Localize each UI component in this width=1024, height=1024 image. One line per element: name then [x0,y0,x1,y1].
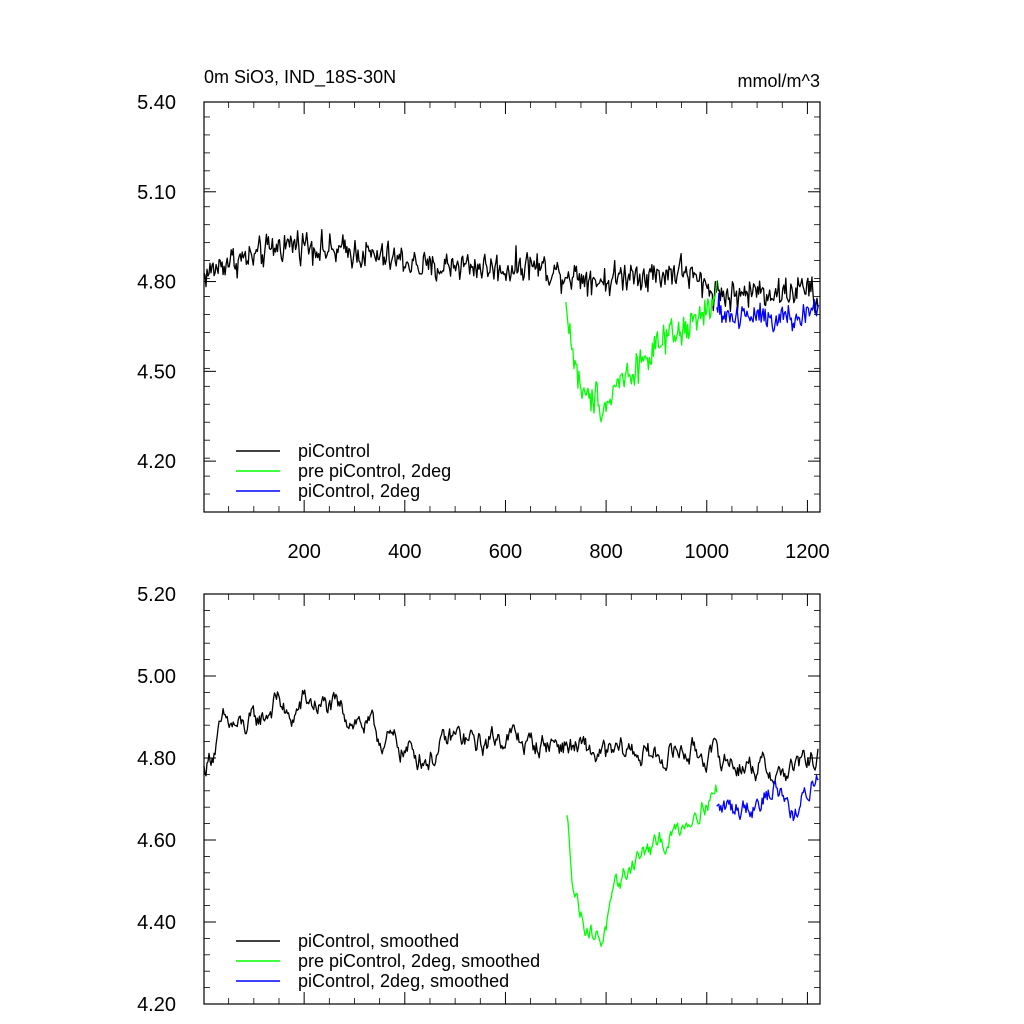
bottom-series-line-2 [716,774,819,822]
top-series-line-0 [203,229,819,314]
bottom-legend-label-pre-picontrol-2deg-smoothed: pre piControl, 2deg, smoothed [298,951,540,971]
bottom-ytick-label: 5.00 [137,666,176,688]
bottom-ytick-label: 4.80 [137,748,176,770]
top-legend-label-picontrol: piControl [298,441,370,461]
bottom-ytick-label: 4.40 [137,912,176,934]
bottom-legend-label-picontrol-smoothed: piControl, smoothed [298,931,459,951]
units-label: mmol/m^3 [738,71,820,91]
top-panel: 4.20 4.50 4.80 5.10 5.40 200 400 600 800 1000 1200… [137,92,830,563]
top-series-line-2 [716,292,820,333]
top-series-lines [203,229,820,423]
bottom-plot-frame [203,593,821,1005]
top-axis-ticks: 4.20 4.50 4.80 5.10 5.40 200 400 600 800 1000 1200 [137,92,830,563]
bottom-ytick-label: 4.60 [137,830,176,852]
top-xtick-label: 600 [489,541,522,563]
bottom-legend: piControl, smoothed pre piControl, 2deg,… [236,931,540,991]
bottom-axis-ticks: 4.20 4.40 4.60 4.80 5.00 5.20 [137,584,820,1016]
top-ytick-label: 5.40 [137,92,176,114]
top-series-line-1 [565,280,718,423]
top-xtick-label: 1200 [785,541,830,563]
bottom-ytick-label: 4.20 [137,994,176,1016]
top-ytick-label: 4.80 [137,272,176,294]
top-legend-label-pre-picontrol-2deg: pre piControl, 2deg [298,461,451,481]
bottom-series-line-1 [566,784,718,947]
chart-title: 0m SiO3, IND_18S-30N [204,67,396,88]
top-xtick-label: 1000 [685,541,730,563]
top-plot-frame [203,101,821,513]
top-legend-label-picontrol-2deg: piControl, 2deg [298,481,420,501]
top-xtick-label: 800 [589,541,622,563]
bottom-panel: 4.20 4.40 4.60 4.80 5.00 5.20 piControl, smoo… [137,584,821,1016]
bottom-series-line-0 [203,689,819,785]
top-ytick-label: 5.10 [137,182,176,204]
top-xtick-label: 400 [388,541,421,563]
bottom-series-lines [203,689,819,947]
bottom-ytick-label: 5.20 [137,584,176,606]
top-xtick-label: 200 [287,541,320,563]
top-legend: piControl pre piControl, 2deg piControl,… [236,441,451,501]
top-ytick-label: 4.50 [137,361,176,383]
bottom-legend-label-picontrol-2deg-smoothed: piControl, 2deg, smoothed [298,971,509,991]
top-ytick-label: 4.20 [137,451,176,473]
